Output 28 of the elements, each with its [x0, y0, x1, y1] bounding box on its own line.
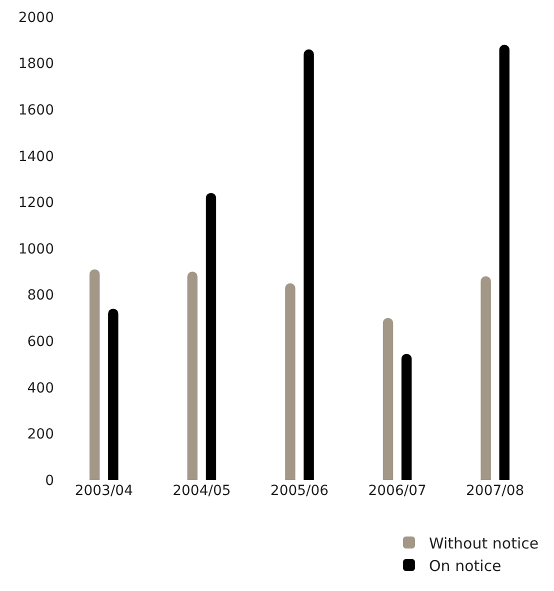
y-tick-label: 1600: [18, 102, 54, 118]
bar: [187, 272, 198, 480]
y-tick-label: 1000: [18, 241, 54, 258]
x-tick-label: 2004/05: [172, 483, 231, 499]
x-tick-label: 2003/04: [74, 483, 134, 499]
bar: [206, 192, 216, 480]
bar: [499, 44, 510, 480]
bar: [285, 283, 296, 480]
bar: [382, 318, 394, 480]
y-tick-label: 1200: [18, 195, 54, 212]
y-tick-label: 200: [27, 426, 54, 443]
y-tick-label: 600: [27, 334, 54, 350]
bar: [90, 269, 100, 480]
y-tick-label: 0: [45, 472, 54, 489]
y-tick-label: 2000: [18, 10, 54, 26]
bar: [304, 49, 314, 480]
bar: [108, 308, 118, 480]
y-tick-label: 800: [27, 288, 54, 304]
bar: [480, 276, 491, 480]
legend-label: On notice: [429, 556, 502, 575]
bar: [401, 354, 412, 480]
x-tick-label: 2006/07: [368, 483, 426, 499]
y-tick-label: 1800: [18, 56, 54, 72]
y-tick-label: 400: [27, 380, 54, 396]
x-tick-label: 2007/08: [466, 483, 524, 499]
legend-label: Without notice: [429, 534, 539, 552]
x-tick-label: 2005/06: [270, 483, 329, 499]
y-tick-label: 1400: [18, 148, 54, 165]
